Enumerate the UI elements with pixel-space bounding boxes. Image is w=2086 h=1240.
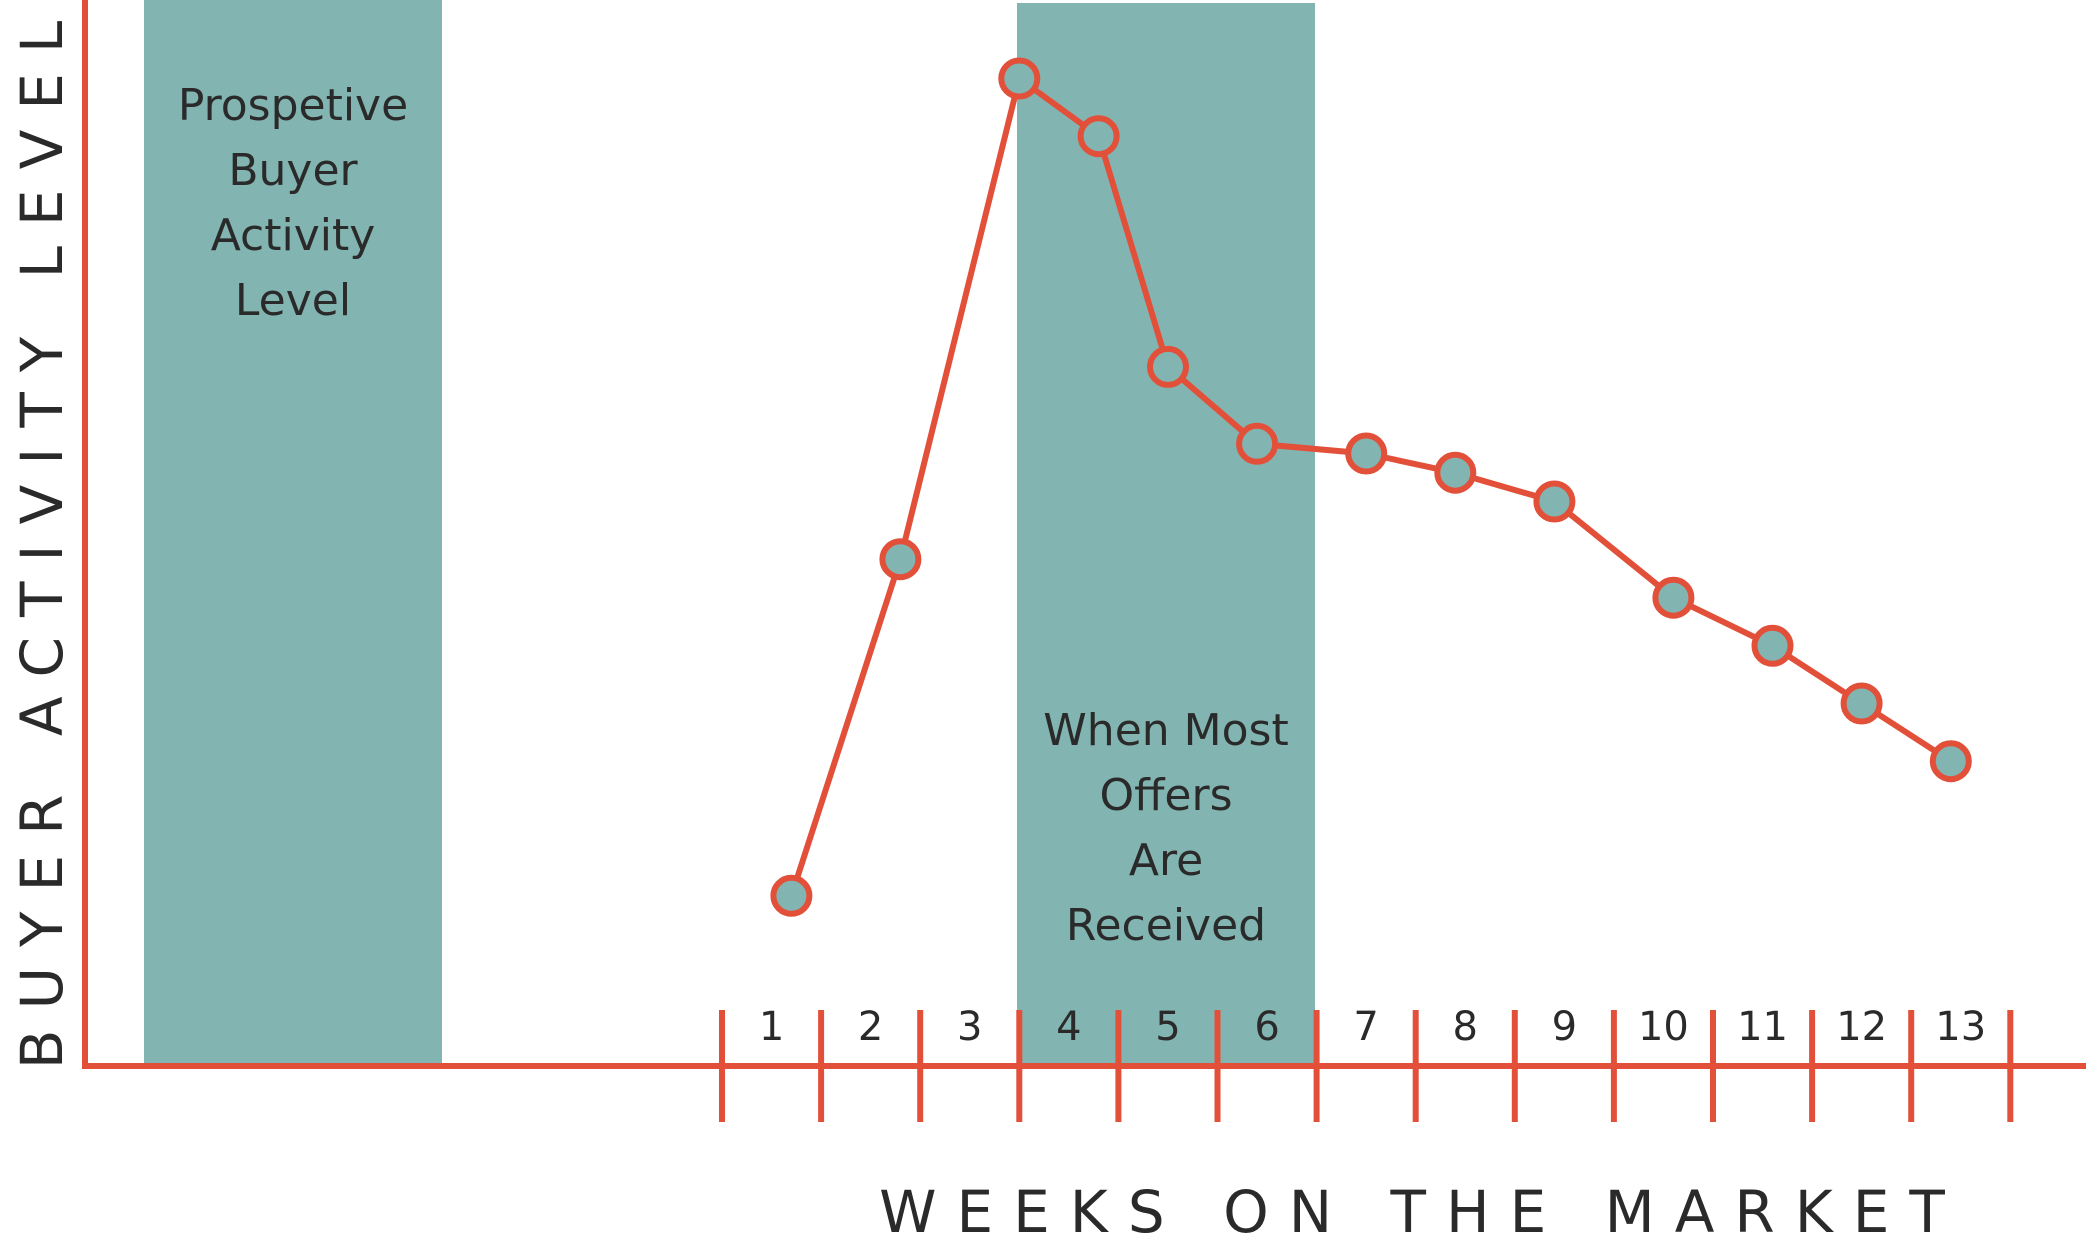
- series-markers: [770, 57, 1972, 917]
- x-tick-label: 5: [1155, 1004, 1180, 1050]
- data-point: [1077, 115, 1120, 158]
- x-tick-label: 1: [759, 1004, 784, 1050]
- x-tick-label: 10: [1638, 1004, 1689, 1050]
- x-tick-label: 6: [1254, 1004, 1279, 1050]
- x-tick-label: 8: [1453, 1004, 1478, 1050]
- x-tick-label: 7: [1353, 1004, 1378, 1050]
- data-point: [1840, 682, 1883, 725]
- x-tick-label: 3: [957, 1004, 982, 1050]
- data-point: [770, 874, 813, 917]
- data-point: [1652, 576, 1695, 619]
- data-point: [1751, 624, 1794, 667]
- x-tick-label: 2: [858, 1004, 883, 1050]
- x-tick-label: 4: [1056, 1004, 1081, 1050]
- data-point: [1533, 480, 1576, 523]
- data-point: [1929, 740, 1972, 783]
- offer-band-line-1: When Most: [1043, 705, 1288, 756]
- x-tick-labels: 1 2 3 4 5 6 7 8 9 10 11 12 13: [759, 1004, 1986, 1050]
- data-point: [1345, 432, 1388, 475]
- legend-box: [144, 0, 442, 1066]
- x-tick-label: 11: [1737, 1004, 1788, 1050]
- x-axis-title: WEEKS ON THE MARKET: [879, 1178, 1965, 1240]
- data-point: [998, 57, 1041, 100]
- data-point: [879, 538, 922, 581]
- offer-band: [1017, 3, 1315, 1066]
- data-point: [1236, 422, 1279, 465]
- data-point: [1434, 451, 1477, 494]
- x-tick-label: 13: [1935, 1004, 1986, 1050]
- offer-band-line-2: Offers: [1099, 770, 1232, 821]
- x-tick-label: 12: [1836, 1004, 1887, 1050]
- y-axis-title: BUYER ACTIVITY LEVEL: [8, 1, 76, 1069]
- legend-box-line-4: Level: [235, 275, 351, 326]
- legend-box-line-3: Activity: [211, 210, 376, 261]
- x-ticks: [719, 1010, 2014, 1122]
- series-line: [788, 75, 1953, 897]
- x-tick-label: 9: [1552, 1004, 1577, 1050]
- offer-band-line-3: Are: [1129, 835, 1203, 886]
- data-point: [1147, 345, 1189, 388]
- legend-box-line-2: Buyer: [228, 145, 358, 196]
- offer-band-line-4: Received: [1066, 900, 1266, 951]
- legend-box-line-1: Prospetive: [178, 80, 408, 131]
